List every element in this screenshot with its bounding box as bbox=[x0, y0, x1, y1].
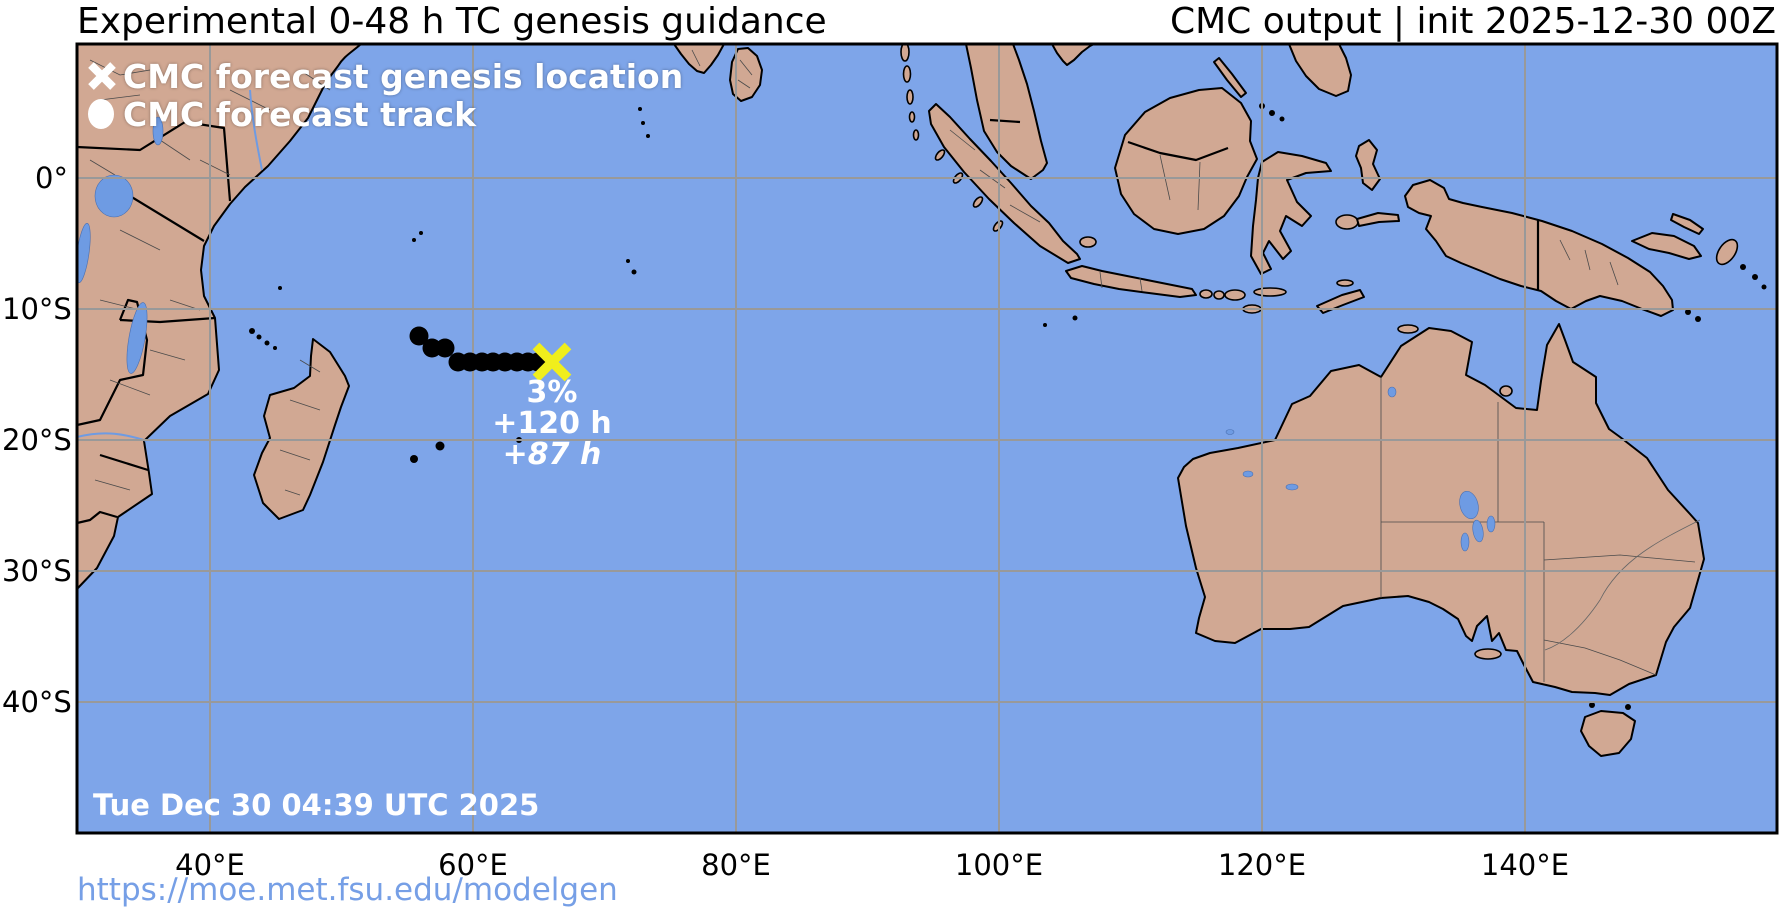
figure-title-right: CMC output | init 2025-12-30 00Z bbox=[1169, 1, 1776, 42]
land-palawan bbox=[1213, 57, 1247, 98]
islands-andaman bbox=[900, 44, 920, 141]
islands-chagos-maldives bbox=[626, 107, 650, 275]
islands-comoros bbox=[249, 328, 277, 350]
track-dot-icon bbox=[88, 99, 114, 129]
island-reunion bbox=[410, 455, 418, 463]
latitude-tick-label: 30°S bbox=[2, 554, 72, 588]
longitude-tick-label: 140°E bbox=[1480, 848, 1570, 882]
legend-genesis-row: CMC forecast genesis location bbox=[84, 56, 684, 96]
track-point bbox=[409, 326, 429, 346]
island-melville bbox=[1397, 324, 1419, 334]
land-madagascar bbox=[253, 338, 350, 520]
latitude-tick-label: 20°S bbox=[2, 423, 72, 457]
land-seram bbox=[1356, 212, 1400, 227]
australia-lakes bbox=[1225, 386, 1496, 552]
genesis-hour-label: +87 h bbox=[502, 437, 602, 472]
river-juba bbox=[249, 89, 263, 171]
land-malay-peninsula bbox=[965, 44, 1048, 180]
land-sulawesi bbox=[1250, 151, 1332, 275]
land-timor bbox=[1316, 289, 1365, 314]
land-tasmania bbox=[1580, 710, 1636, 757]
longitude-tick-label: 60°E bbox=[438, 848, 508, 882]
longitude-tick-label: 100°E bbox=[954, 848, 1044, 882]
map-frame bbox=[75, 42, 1779, 835]
latitude-tick-label: 10°S bbox=[2, 292, 72, 326]
land-sri-lanka bbox=[729, 47, 763, 102]
legend-genesis-label: CMC forecast genesis location bbox=[123, 56, 684, 96]
thai-malaysia-border bbox=[989, 118, 1021, 124]
map-legend: CMC forecast genesis location CMC foreca… bbox=[84, 56, 684, 134]
land-borneo bbox=[1114, 87, 1258, 235]
islands-bass-strait bbox=[1043, 315, 1631, 710]
longitude-tick-label: 40°E bbox=[175, 848, 245, 882]
land-new-britain bbox=[1631, 232, 1702, 260]
genesis-x-icon bbox=[88, 62, 116, 90]
lake-turkana bbox=[152, 116, 164, 146]
land-java bbox=[1065, 265, 1197, 298]
australia-rivers bbox=[1544, 519, 1701, 651]
land-mindanao bbox=[1288, 44, 1352, 97]
png-admin bbox=[1559, 239, 1619, 286]
lake-malawi bbox=[126, 302, 148, 374]
longitude-tick-label: 120°E bbox=[1217, 848, 1307, 882]
longitude-tick-label: 80°E bbox=[701, 848, 771, 882]
island-kangaroo bbox=[1474, 648, 1502, 660]
track-point bbox=[435, 338, 455, 358]
island-mauritius bbox=[435, 441, 445, 451]
island-buru bbox=[1335, 214, 1359, 230]
island-groote bbox=[1499, 385, 1513, 397]
land-new-ireland bbox=[1670, 213, 1704, 235]
map-timestamp: Tue Dec 30 04:39 UTC 2025 bbox=[93, 788, 540, 822]
land-australia bbox=[1177, 323, 1705, 696]
java-admin bbox=[1099, 271, 1143, 292]
figure-title-left: Experimental 0-48 h TC genesis guidance bbox=[77, 1, 827, 42]
genesis-location-marker bbox=[532, 342, 572, 382]
island-bougainville bbox=[1715, 238, 1739, 266]
australia-state-borders bbox=[1380, 377, 1696, 682]
africa-admin-borders bbox=[89, 59, 331, 491]
land-africa bbox=[77, 44, 362, 590]
genesis-valid-hour-label: +120 h bbox=[492, 406, 612, 441]
gridlines bbox=[77, 44, 1777, 833]
sri-lanka-admin bbox=[691, 49, 753, 89]
islands-west-sumatra bbox=[934, 149, 1097, 248]
borneo-malaysia-indonesia-border bbox=[1127, 140, 1229, 162]
latitude-tick-label: 0° bbox=[35, 161, 68, 195]
lake-victoria bbox=[94, 174, 134, 218]
africa-country-borders bbox=[77, 120, 232, 525]
land-india-tip bbox=[673, 44, 725, 74]
islands-solomon bbox=[1685, 264, 1767, 322]
forecast-track bbox=[409, 326, 572, 382]
legend-track-row: CMC forecast track bbox=[84, 94, 683, 134]
track-point bbox=[422, 338, 442, 358]
legend-track-label: CMC forecast track bbox=[123, 94, 477, 134]
genesis-annotation: 3% +120 h +87 h bbox=[402, 377, 702, 470]
islands-seychelles bbox=[278, 231, 423, 290]
latitude-tick-label: 40°S bbox=[2, 685, 72, 719]
genesis-probability-label: 3% bbox=[526, 375, 578, 410]
madagascar-admin bbox=[279, 359, 321, 496]
source-url-link[interactable]: https://moe.met.fsu.edu/modelgen bbox=[77, 872, 618, 908]
